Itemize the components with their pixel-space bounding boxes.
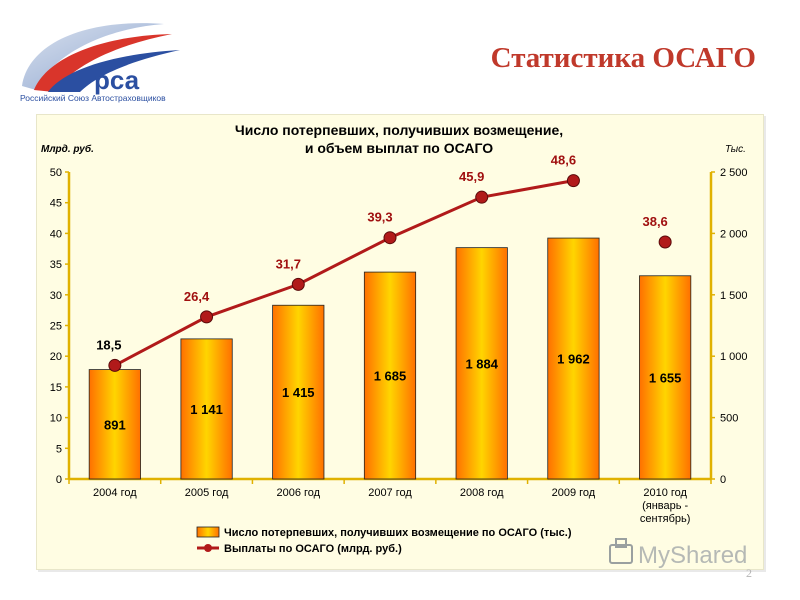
line-point [383, 231, 397, 245]
right-axis-label: Тыс. [725, 144, 746, 155]
line-point [108, 358, 122, 372]
bar-value-label: 1 655 [649, 370, 682, 385]
bar [547, 237, 600, 480]
line-value-label: 38,6 [642, 214, 667, 229]
right-tick-label: 1 000 [720, 351, 748, 363]
line-point [291, 277, 305, 291]
left-tick-label: 0 [56, 474, 62, 486]
legend-line-marker [204, 544, 212, 552]
x-tick-label: 2007 год [368, 487, 412, 499]
bar-value-label: 1 884 [465, 356, 498, 371]
right-tick-label: 500 [720, 413, 738, 425]
legend-bar-swatch [196, 526, 220, 538]
line-value-label: 45,9 [459, 169, 484, 184]
line-value-label: 18,5 [96, 337, 121, 352]
left-tick-label: 10 [50, 413, 62, 425]
logo-text: рса [94, 65, 140, 95]
bar [363, 271, 417, 480]
chart-title-line1: Число потерпевших, получивших возмещение… [235, 122, 563, 138]
right-tick-label: 1 500 [720, 290, 748, 302]
line-point [658, 235, 672, 249]
line-value-label: 48,6 [551, 153, 576, 168]
bar-value-label: 1 685 [374, 369, 407, 384]
line-value-label: 31,7 [276, 256, 301, 271]
left-tick-label: 40 [50, 228, 62, 240]
bar [639, 275, 692, 480]
chart-title-line2: и объем выплат по ОСАГО [305, 140, 493, 156]
myshared-watermark: MyShared [606, 537, 766, 571]
line-value-label: 26,4 [184, 289, 210, 304]
rsa-logo: рса Российский Союз Автостраховщиков [14, 14, 229, 104]
x-tick-label: сентябрь) [640, 513, 691, 525]
x-tick-label: 2005 год [185, 487, 229, 499]
left-tick-label: 35 [50, 259, 62, 271]
right-tick-label: 2 000 [720, 228, 748, 240]
x-tick-label: 2008 год [460, 487, 504, 499]
x-tick-label: 2006 год [276, 487, 320, 499]
org-name: Российский Союз Автостраховщиков [20, 93, 166, 103]
legend-bar-label: Число потерпевших, получивших возмещение… [224, 527, 572, 539]
x-tick-label: 2010 год [643, 487, 687, 499]
left-tick-label: 5 [56, 443, 62, 455]
bar-value-label: 1 415 [282, 385, 315, 400]
chart-panel: Число потерпевших, получивших возмещение… [36, 114, 764, 570]
page-title: Статистика ОСАГО [490, 42, 756, 74]
left-tick-label: 50 [50, 167, 62, 179]
bar-value-label: 1 962 [557, 352, 590, 367]
bar [180, 338, 233, 480]
line-value-label: 39,3 [367, 210, 392, 225]
left-tick-label: 15 [50, 382, 62, 394]
line-point [475, 190, 489, 204]
bar [272, 304, 325, 480]
bar [88, 369, 141, 480]
page-number: 2 [746, 566, 752, 580]
payments-line [114, 179, 574, 367]
right-tick-label: 2 500 [720, 167, 748, 179]
right-tick-label: 0 [720, 474, 726, 486]
line-point [566, 174, 580, 188]
chart: Число потерпевших, получивших возмещение… [41, 122, 748, 555]
line-point [200, 310, 214, 324]
left-axis-label: Млрд. руб. [41, 143, 94, 155]
x-tick-label: 2009 год [552, 487, 596, 499]
x-tick-label: 2004 год [93, 487, 137, 499]
bar-value-label: 891 [104, 417, 126, 432]
legend-line-label: Выплаты по ОСАГО (млрд. руб.) [224, 543, 402, 555]
x-tick-label: (январь - [642, 500, 688, 512]
left-tick-label: 45 [50, 198, 62, 210]
watermark-text: MyShared [638, 542, 747, 569]
left-tick-label: 20 [50, 351, 62, 363]
left-tick-label: 30 [50, 290, 62, 302]
bar [455, 247, 508, 480]
bar-value-label: 1 141 [190, 402, 223, 417]
left-tick-label: 25 [50, 321, 62, 333]
